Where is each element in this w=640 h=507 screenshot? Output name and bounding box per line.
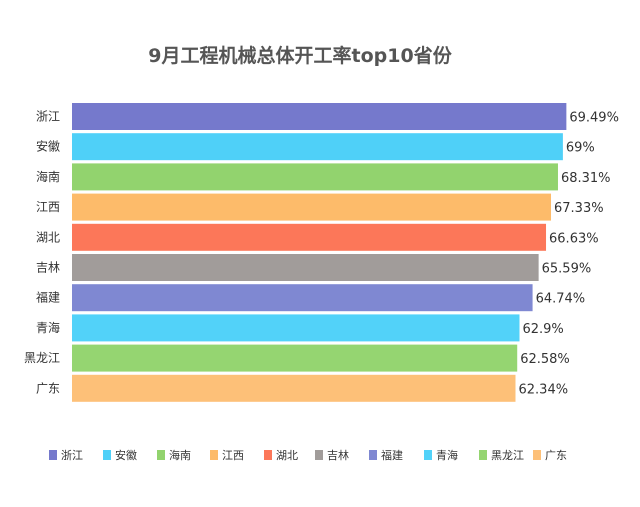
data-label: 64.74% — [536, 292, 586, 307]
legend-label: 海南 — [169, 448, 191, 462]
legend-label: 吉林 — [327, 448, 349, 462]
category-label: 黑龙江 — [24, 351, 60, 365]
category-label: 江西 — [36, 200, 60, 214]
category-label: 广东 — [36, 381, 60, 395]
bar — [72, 254, 539, 281]
bars-group: 浙江 69.49% 安徽 69% 海南 68.31% 江西 67.33% 湖北 66.63% 吉林 6… — [24, 103, 619, 402]
bar — [72, 223, 547, 251]
legend-label: 黑龙江 — [491, 449, 524, 462]
data-label: 66.63% — [549, 231, 599, 246]
category-label: 青海 — [36, 320, 60, 335]
legend-label: 青海 — [436, 448, 458, 462]
category-label: 吉林 — [36, 261, 60, 275]
bar — [72, 314, 520, 342]
category-label: 福建 — [36, 290, 60, 305]
legend-label: 安徽 — [115, 448, 137, 462]
legend-swatch — [315, 450, 323, 460]
data-label: 69.49% — [569, 111, 619, 126]
data-label: 69% — [566, 141, 595, 156]
legend-label: 湖北 — [276, 449, 298, 462]
legend-swatch — [103, 450, 111, 460]
bar — [72, 133, 563, 161]
legend-swatch — [157, 450, 165, 460]
bar — [72, 374, 516, 402]
legend-label: 广东 — [545, 449, 567, 462]
legend: 浙江 安徽 海南 江西 湖北 吉林 福建 青海 黑龙江 广东 — [49, 448, 567, 462]
data-label: 62.34% — [519, 382, 569, 397]
data-label: 62.9% — [522, 322, 563, 337]
category-label: 安徽 — [36, 139, 60, 154]
category-label: 湖北 — [36, 229, 60, 244]
category-label: 浙江 — [36, 110, 60, 124]
bar — [72, 103, 567, 130]
legend-label: 浙江 — [61, 449, 83, 462]
category-label: 海南 — [36, 169, 60, 184]
data-label: 62.58% — [520, 352, 570, 367]
legend-swatch — [424, 450, 432, 460]
legend-swatch — [49, 450, 57, 460]
bar — [72, 193, 552, 221]
legend-swatch — [479, 450, 487, 460]
chart-title: 9月工程机械总体开工率top10省份 — [148, 44, 452, 67]
data-label: 67.33% — [554, 201, 604, 216]
bar — [72, 284, 533, 312]
bar — [72, 163, 558, 191]
legend-swatch — [533, 450, 541, 460]
legend-swatch — [264, 450, 272, 460]
legend-label: 福建 — [381, 448, 403, 462]
bar — [72, 344, 518, 372]
legend-swatch — [210, 450, 218, 460]
legend-label: 江西 — [222, 449, 244, 462]
data-label: 68.31% — [561, 171, 611, 186]
legend-swatch — [369, 450, 377, 460]
data-label: 65.59% — [542, 262, 592, 277]
